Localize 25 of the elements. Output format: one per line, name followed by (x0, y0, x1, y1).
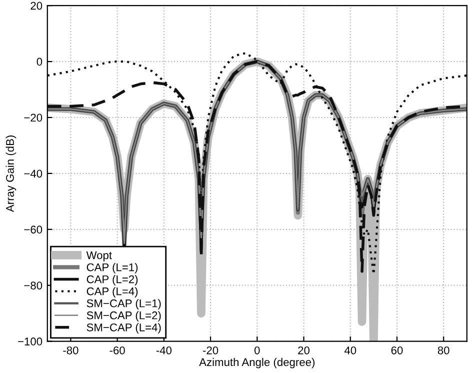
legend-label: CAP (L=4) (86, 287, 138, 298)
x-tick-label: 40 (344, 346, 356, 354)
legend-label: SM−CAP (L=2) (86, 311, 161, 322)
legend-label: Wopt (86, 251, 112, 262)
x-tick-label: -40 (156, 346, 172, 354)
y-axis-title: Array Gain (dB) (6, 136, 16, 212)
x-tick-label: 60 (391, 346, 403, 354)
y-tick-label: −100 (18, 338, 42, 346)
x-tick-label: 0 (254, 346, 260, 354)
y-tick-label: −80 (24, 282, 42, 290)
x-tick-label: -20 (203, 346, 218, 354)
legend-label: SM−CAP (L=4) (86, 323, 161, 334)
x-axis-title: Azimuth Angle (degree) (199, 358, 315, 368)
x-tick-label: -60 (110, 346, 125, 354)
y-tick-label: 0 (36, 58, 42, 66)
y-tick-label: −20 (24, 114, 42, 122)
y-tick-label: 20 (30, 2, 42, 10)
x-tick-label: -80 (63, 346, 78, 354)
y-tick-label: −40 (24, 170, 42, 178)
x-tick-label: 20 (298, 346, 310, 354)
legend-label: SM−CAP (L=1) (86, 299, 161, 310)
legend-label: CAP (L=1) (86, 263, 138, 274)
y-tick-label: −60 (24, 226, 42, 234)
x-tick-label: 80 (438, 346, 450, 354)
legend-label: CAP (L=2) (86, 275, 138, 286)
